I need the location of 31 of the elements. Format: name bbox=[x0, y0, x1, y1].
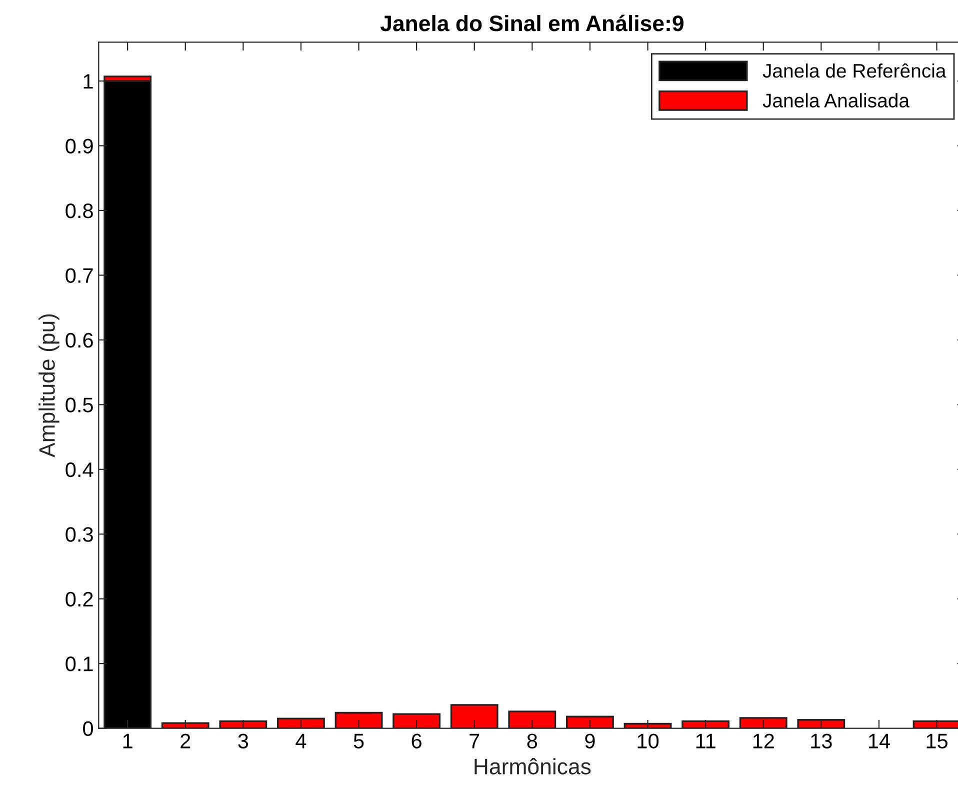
legend-label: Janela Analisada bbox=[762, 93, 910, 108]
x-tick-label: 11 bbox=[696, 734, 716, 748]
y-axis-title: Amplitude (pu) bbox=[38, 314, 60, 458]
y-tick-label: 1 bbox=[84, 74, 93, 89]
x-tick-label: 7 bbox=[470, 734, 480, 748]
x-tick-label: 13 bbox=[811, 734, 832, 748]
y-tick-label: 0.5 bbox=[66, 398, 93, 412]
x-tick-label: 14 bbox=[868, 734, 890, 748]
y-tick-label: 0.9 bbox=[66, 138, 93, 154]
x-tick-label: 5 bbox=[354, 734, 364, 748]
y-tick-label: 0 bbox=[83, 721, 93, 736]
x-tick-label: 15 bbox=[926, 734, 948, 748]
y-tick-label: 0.1 bbox=[66, 656, 93, 672]
y-tick-label: 0.3 bbox=[66, 527, 93, 542]
x-tick-label: 4 bbox=[296, 734, 306, 748]
y-tick-label: 0.2 bbox=[66, 592, 93, 607]
x-tick-label: 2 bbox=[180, 734, 190, 748]
legend-label: Janela de Referência bbox=[762, 63, 946, 78]
y-tick-label: 0.4 bbox=[66, 462, 94, 478]
chart-title: Janela do Sinal em Análise:9 bbox=[380, 14, 684, 32]
y-tick-label: 0.7 bbox=[66, 268, 93, 283]
y-tick-label: 0.6 bbox=[66, 332, 93, 348]
x-tick-label: 6 bbox=[412, 734, 422, 748]
x-tick-label: 10 bbox=[638, 734, 659, 748]
x-tick-label: 12 bbox=[753, 734, 774, 748]
x-tick-label: 9 bbox=[585, 734, 595, 748]
x-tick-label: 1 bbox=[123, 734, 132, 748]
x-tick-label: 3 bbox=[238, 734, 248, 748]
x-tick-label: 8 bbox=[527, 734, 538, 748]
y-tick-label: 0.8 bbox=[66, 203, 93, 218]
x-axis-title: Harmônicas bbox=[474, 758, 591, 774]
